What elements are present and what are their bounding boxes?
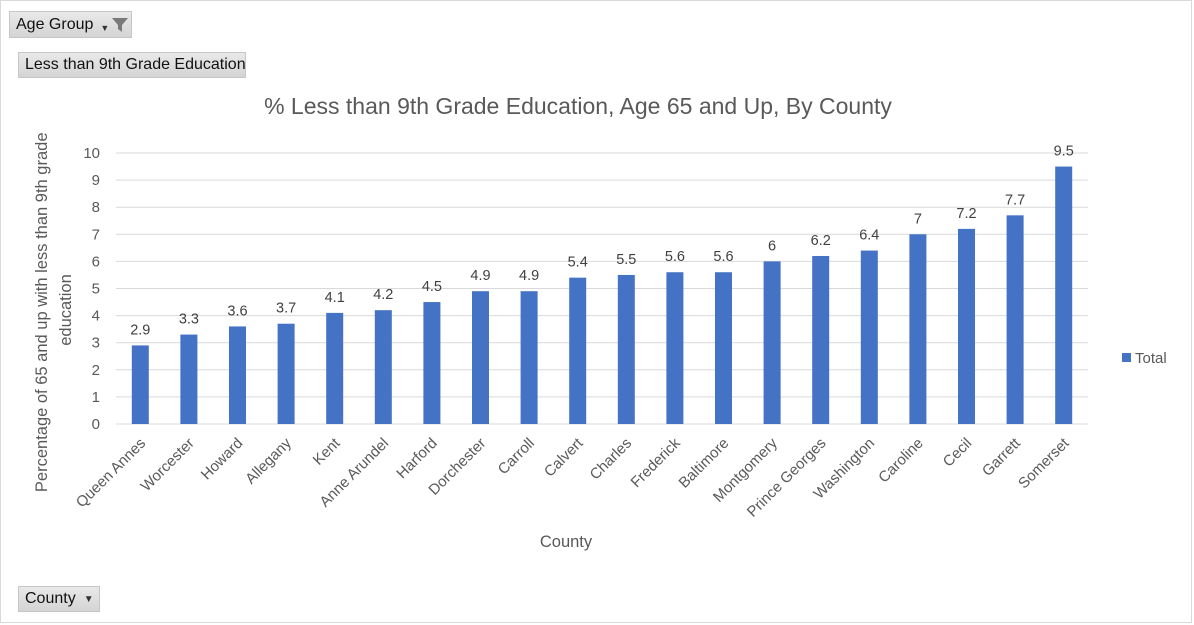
x-axis-title: County [540,533,593,551]
bar[interactable] [666,272,684,424]
x-category-label: Howard [198,435,247,484]
bar[interactable] [617,274,635,424]
measure-field-label: Less than 9th Grade Education [25,56,246,73]
y-tick-label: 7 [92,226,100,243]
bar[interactable] [277,323,295,424]
x-category-label: Queen Annes [73,435,149,511]
y-axis-title-line-1: Percentage of 65 and up with less than 9… [33,133,51,493]
x-category-label: Garrett [979,434,1025,480]
legend-label: Total [1135,350,1167,367]
y-axis-title: Percentage of 65 and up with less than 9… [33,128,75,492]
data-label: 3.7 [276,301,296,317]
x-category-label: Worcester [138,435,198,495]
bar[interactable] [812,255,830,424]
legend: Total [1122,350,1167,367]
data-label: 6.2 [811,233,831,249]
x-category-label: Somerset [1015,434,1073,492]
bar[interactable] [909,234,927,424]
y-tick-label: 3 [92,335,100,352]
data-label: 6.4 [859,228,879,244]
filter-funnel-icon [111,16,129,34]
x-category-label: Charles [587,435,636,484]
y-tick-label: 4 [92,308,100,325]
bar[interactable] [958,228,975,424]
bar[interactable] [1055,166,1073,425]
bar[interactable] [374,310,392,424]
bar[interactable] [569,277,587,424]
y-tick-label: 1 [92,389,100,406]
data-label: 4.1 [325,290,345,306]
y-axis-ticks: 0 1 2 3 4 5 6 7 8 9 10 [83,145,100,433]
data-label: 4.5 [422,279,442,295]
data-label: 7.7 [1005,192,1025,208]
x-category-label: Kent [310,434,344,468]
x-category-label: Cecil [940,435,976,471]
x-category-label: Frederick [628,434,685,491]
data-label: 7 [914,211,922,227]
x-category-label: Carroll [495,435,538,478]
y-tick-label: 0 [92,416,100,433]
y-tick-label: 10 [83,145,100,162]
county-field-label: County [25,590,76,607]
bar-series [131,166,1073,425]
chart-title: % Less than 9th Grade Education, Age 65 … [264,93,892,119]
data-label: 2.9 [130,322,150,338]
data-label: 3.3 [179,312,199,328]
bar[interactable] [423,302,441,424]
dropdown-arrow-icon: ▼ [100,23,110,33]
bar[interactable] [520,291,538,424]
x-category-label: Calvert [541,434,587,480]
y-tick-label: 6 [92,253,100,270]
bar[interactable] [326,312,344,424]
data-label: 3.6 [227,303,247,319]
dropdown-arrow-icon: ▼ [83,593,94,605]
data-labels: 2.9 3.3 3.6 3.7 4.1 4.2 4.5 4.9 4.9 5.4 5.5 5.6 5.6 6… [130,144,1074,339]
age-group-filter-label: Age Group [16,15,94,33]
data-label: 7.2 [956,206,976,222]
data-label: 9.5 [1054,144,1074,160]
data-label: 6 [768,238,776,254]
x-category-label: Harford [393,435,440,482]
data-label: 5.5 [616,252,636,268]
x-category-label: Caroline [875,435,927,487]
bar[interactable] [763,261,781,424]
county-field-button[interactable]: County ▼ [18,586,100,612]
data-label: 5.6 [713,249,733,265]
age-group-filter-button[interactable]: Age Group ▼ [9,11,132,38]
y-axis-title-line-2: education [57,274,75,346]
data-label: 5.4 [568,255,588,271]
measure-field-button[interactable]: Less than 9th Grade Education [18,52,246,78]
y-tick-label: 8 [92,199,100,216]
bar[interactable] [472,291,489,424]
x-category-label: Allegany [242,434,295,487]
legend-swatch [1122,353,1131,362]
bar[interactable] [715,272,732,424]
data-label: 5.6 [665,249,685,265]
bar[interactable] [131,345,149,424]
bar[interactable] [229,326,246,424]
y-tick-label: 2 [92,362,100,379]
y-tick-label: 5 [92,281,100,298]
data-label: 4.9 [470,268,490,284]
gridlines [116,152,1088,425]
bar[interactable] [860,250,878,424]
bar[interactable] [1006,215,1024,424]
bar[interactable] [180,334,198,424]
data-label: 4.2 [373,287,393,303]
y-tick-label: 9 [92,172,100,189]
data-label: 4.9 [519,268,539,284]
